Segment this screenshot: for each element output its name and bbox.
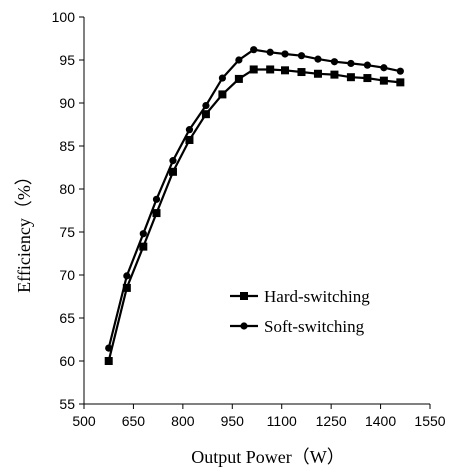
data-point	[330, 70, 339, 79]
data-point	[250, 46, 258, 54]
data-point	[201, 110, 210, 119]
data-point	[380, 64, 388, 72]
y-tick-label: 90	[59, 95, 75, 111]
data-point	[297, 68, 306, 77]
data-point	[266, 65, 275, 74]
x-tick-label: 500	[72, 413, 96, 429]
data-point	[185, 135, 194, 144]
data-point	[363, 61, 371, 69]
legend-label: Soft-switching	[264, 317, 365, 336]
x-tick-label: 650	[122, 413, 146, 429]
data-point	[152, 195, 161, 203]
data-point	[185, 126, 194, 134]
data-point	[169, 157, 177, 165]
y-tick-label: 100	[52, 9, 76, 25]
x-tick-label: 1400	[365, 413, 396, 429]
x-tick-label: 1100	[267, 413, 297, 429]
data-point	[266, 48, 274, 56]
y-axis-title: Efficiency（%）	[14, 167, 34, 293]
x-tick-label: 1250	[316, 413, 347, 429]
tick-labels: 55 60 65 70 75 80 85 90 95 100 500 650 800 950 1100 125…	[52, 9, 446, 429]
x-axis-title: Output Power（W）	[191, 447, 344, 467]
data-point	[218, 90, 227, 99]
data-point	[235, 56, 243, 64]
y-tick-label: 60	[59, 353, 75, 369]
legend-label: Hard-switching	[264, 287, 370, 306]
data-point	[330, 58, 339, 66]
data-point	[281, 66, 290, 75]
x-tick-label: 800	[171, 413, 195, 429]
data-point	[249, 65, 258, 74]
y-tick-label: 70	[59, 267, 75, 283]
y-tick-label: 55	[59, 396, 75, 412]
data-point	[139, 230, 147, 238]
x-tick-label: 950	[221, 413, 245, 429]
data-point	[202, 101, 210, 110]
x-tick-label: 1550	[414, 413, 445, 429]
data-point	[346, 73, 355, 82]
data-point	[152, 209, 161, 218]
data-point	[396, 67, 404, 75]
data-point	[105, 344, 113, 352]
data-point	[234, 74, 243, 83]
data-point	[297, 52, 306, 60]
y-tick-label: 85	[59, 138, 75, 154]
y-tick-label: 65	[59, 310, 75, 326]
data-point	[313, 69, 322, 78]
axes	[79, 16, 431, 409]
data-point	[104, 357, 113, 365]
data-point	[218, 74, 226, 82]
legend: Hard-switching Soft-switching	[230, 287, 370, 336]
data-point	[168, 167, 177, 176]
data-point	[281, 50, 289, 58]
y-tick-label: 75	[59, 224, 75, 240]
data-point	[314, 55, 322, 63]
legend-marker	[240, 322, 248, 330]
y-tick-label: 80	[59, 181, 75, 197]
data-point	[139, 242, 148, 251]
legend-entry: Hard-switching	[230, 287, 370, 306]
series-hard-switching	[104, 65, 405, 365]
legend-marker	[240, 292, 248, 300]
series-soft-switching	[105, 46, 404, 352]
data-point	[122, 283, 131, 292]
y-tick-label: 95	[59, 52, 75, 68]
data-point	[396, 78, 405, 87]
series-layer	[104, 46, 405, 365]
data-point	[347, 59, 355, 68]
data-point	[379, 76, 388, 85]
data-point	[363, 74, 372, 83]
legend-entry: Soft-switching	[230, 317, 365, 336]
data-point	[123, 272, 131, 280]
